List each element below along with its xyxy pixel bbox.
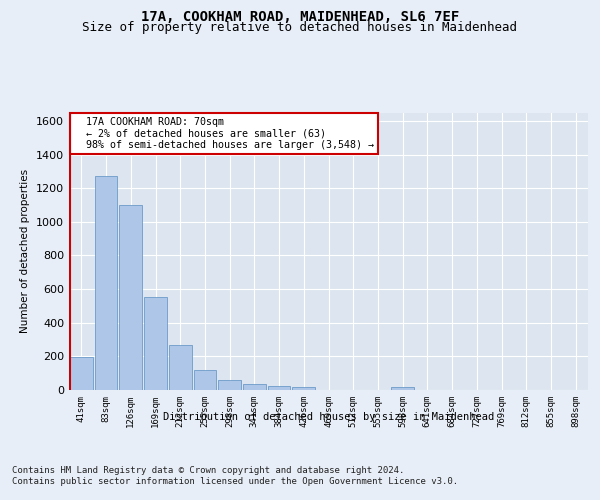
Bar: [194, 370, 216, 390]
Bar: [292, 387, 315, 390]
Text: Distribution of detached houses by size in Maidenhead: Distribution of detached houses by size …: [163, 412, 494, 422]
Y-axis label: Number of detached properties: Number of detached properties: [20, 169, 31, 334]
Bar: [119, 206, 142, 390]
Text: 17A, COOKHAM ROAD, MAIDENHEAD, SL6 7EF: 17A, COOKHAM ROAD, MAIDENHEAD, SL6 7EF: [141, 10, 459, 24]
Bar: [144, 296, 167, 390]
Bar: [391, 388, 414, 390]
Text: Contains public sector information licensed under the Open Government Licence v3: Contains public sector information licen…: [12, 478, 458, 486]
Bar: [268, 386, 290, 390]
Bar: [95, 176, 118, 390]
Bar: [243, 384, 266, 390]
Text: 17A COOKHAM ROAD: 70sqm
  ← 2% of detached houses are smaller (63)
  98% of semi: 17A COOKHAM ROAD: 70sqm ← 2% of detached…: [74, 116, 374, 150]
Text: Contains HM Land Registry data © Crown copyright and database right 2024.: Contains HM Land Registry data © Crown c…: [12, 466, 404, 475]
Bar: [218, 380, 241, 390]
Bar: [169, 346, 191, 390]
Bar: [70, 357, 93, 390]
Text: Size of property relative to detached houses in Maidenhead: Size of property relative to detached ho…: [83, 22, 517, 35]
